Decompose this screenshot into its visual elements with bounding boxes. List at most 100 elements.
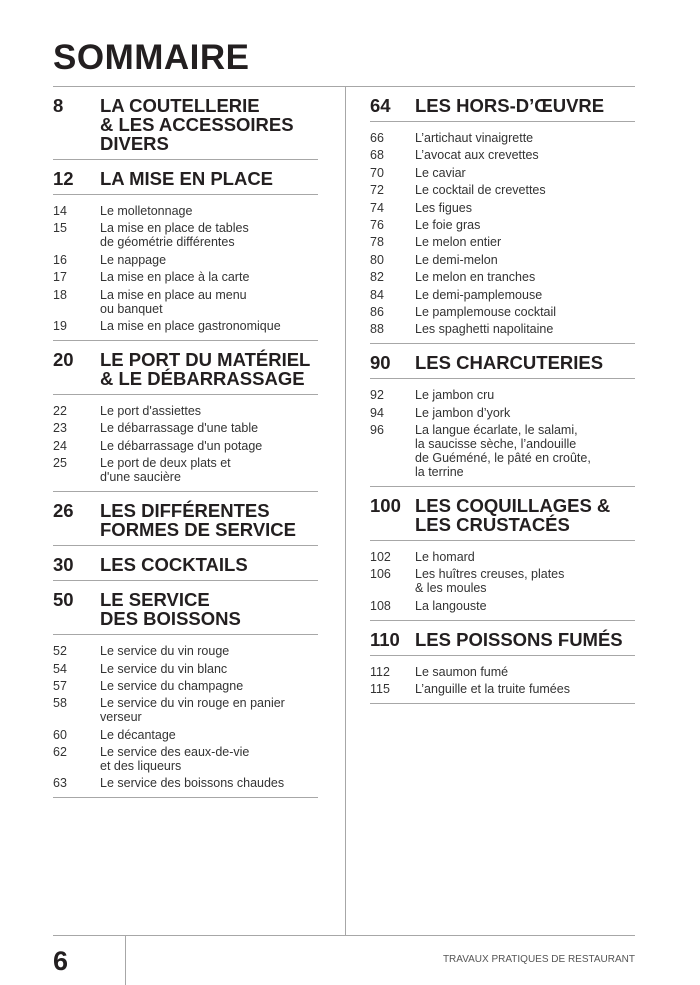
- entry-title: Le service des eaux-de-vie et des liqueu…: [100, 745, 250, 774]
- toc-entry[interactable]: 108 La langouste: [370, 599, 635, 613]
- entry-page-number: 92: [370, 388, 384, 403]
- toc-section: 8 LA COUTELLERIE & LES ACCESSOIRES DIVERS: [53, 87, 318, 160]
- toc-section: 50 LE SERVICE DES BOISSONS 52 Le service du…: [53, 581, 318, 799]
- entry-page-number: 86: [370, 304, 384, 319]
- toc-entry[interactable]: 66 L’artichaut vinaigrette: [370, 131, 635, 145]
- toc-entry[interactable]: 63 Le service des boissons chaudes: [53, 776, 318, 790]
- entry-page-number: 78: [370, 235, 384, 250]
- section-item-list: 22 Le port d'assiettes 23 Le débarrassage d…: [53, 395, 318, 493]
- section-heading[interactable]: 110 LES POISSONS FUMÉS: [370, 621, 635, 656]
- toc-entry[interactable]: 57 Le service du champagne: [53, 679, 318, 693]
- section-heading[interactable]: 20 LE PORT DU MATÉRIEL & LE DÉBARRASSAGE: [53, 341, 318, 395]
- entry-title: Le service du champagne: [100, 678, 244, 693]
- entry-title: Le demi-pamplemouse: [415, 287, 543, 302]
- toc-entry[interactable]: 80 Le demi-melon: [370, 253, 635, 267]
- entry-title: Le melon entier: [415, 235, 502, 250]
- toc-section: 64 LES HORS-D’ŒUVRE 66 L’artichaut vinaigre…: [370, 87, 635, 345]
- toc-entry[interactable]: 19 La mise en place gastronomique: [53, 319, 318, 333]
- toc-section: 26 LES DIFFÉRENTES FORMES DE SERVICE: [53, 492, 318, 547]
- toc-entry[interactable]: 94 Le jambon d’york: [370, 406, 635, 420]
- section-title: LES DIFFÉRENTES FORMES DE SERVICE: [100, 500, 297, 541]
- toc-entry[interactable]: 22 Le port d'assiettes: [53, 404, 318, 418]
- section-page-number: 20: [53, 348, 74, 370]
- section-heading[interactable]: 26 LES DIFFÉRENTES FORMES DE SERVICE: [53, 492, 318, 547]
- section-title: LA MISE EN PLACE: [100, 168, 274, 189]
- toc-entry[interactable]: 82 Le melon en tranches: [370, 270, 635, 284]
- entry-page-number: 62: [53, 745, 67, 760]
- section-title: LA COUTELLERIE & LES ACCESSOIRES DIVERS: [100, 95, 294, 154]
- toc-entry[interactable]: 76 Le foie gras: [370, 218, 635, 232]
- entry-title: La mise en place de tables de géométrie …: [100, 221, 249, 250]
- toc-entry[interactable]: 78 Le melon entier: [370, 235, 635, 249]
- entry-title: La mise en place gastronomique: [100, 318, 281, 333]
- entry-page-number: 25: [53, 456, 67, 471]
- section-page-number: 110: [370, 628, 400, 650]
- section-heading[interactable]: 12 LA MISE EN PLACE: [53, 160, 318, 195]
- toc-entry[interactable]: 102 Le homard: [370, 550, 635, 564]
- section-item-list: 102 Le homard 106 Les huîtres creuses, plat…: [370, 541, 635, 621]
- section-heading[interactable]: 90 LES CHARCUTERIES: [370, 344, 635, 380]
- entry-title: Le port d'assiettes: [100, 403, 202, 418]
- entry-title: Le homard: [415, 550, 475, 565]
- toc-entry[interactable]: 88 Les spaghetti napolitaine: [370, 322, 635, 336]
- toc-entry[interactable]: 17 La mise en place à la carte: [53, 270, 318, 284]
- entry-page-number: 82: [370, 270, 384, 285]
- entry-page-number: 24: [53, 438, 67, 453]
- section-heading[interactable]: 8 LA COUTELLERIE & LES ACCESSOIRES DIVERS: [53, 87, 318, 160]
- toc-entry[interactable]: 14 Le molletonnage: [53, 204, 318, 218]
- toc-entry[interactable]: 58 Le service du vin rouge en panier vers…: [53, 696, 318, 724]
- toc-entry[interactable]: 23 Le débarrassage d'une table: [53, 421, 318, 435]
- toc-entry[interactable]: 84 Le demi-pamplemouse: [370, 288, 635, 302]
- section-heading[interactable]: 50 LE SERVICE DES BOISSONS: [53, 581, 318, 636]
- section-item-list: 52 Le service du vin rouge 54 Le service du…: [53, 635, 318, 799]
- entry-title: Le melon en tranches: [415, 270, 536, 285]
- entry-title: Le caviar: [415, 165, 466, 180]
- toc-entry[interactable]: 24 Le débarrassage d'un potage: [53, 439, 318, 453]
- toc-entry[interactable]: 15 La mise en place de tables de géométri…: [53, 221, 318, 249]
- section-item-list: 92 Le jambon cru 94 Le jambon d’york 96 La la…: [370, 379, 635, 488]
- toc-entry[interactable]: 60 Le décantage: [53, 728, 318, 742]
- toc-entry[interactable]: 96 La langue écarlate, le salami, la sauc…: [370, 423, 635, 479]
- section-page-number: 26: [53, 500, 74, 522]
- entry-title: Les figues: [415, 200, 472, 215]
- section-item-list: 14 Le molletonnage 15 La mise en place de t…: [53, 195, 318, 341]
- toc-entry[interactable]: 74 Les figues: [370, 201, 635, 215]
- section-heading[interactable]: 100 LES COQUILLAGES & LES CRUSTACÉS: [370, 487, 635, 542]
- section-heading[interactable]: 64 LES HORS-D’ŒUVRE: [370, 87, 635, 122]
- section-page-number: 30: [53, 554, 74, 576]
- toc-entry[interactable]: 86 Le pamplemouse cocktail: [370, 305, 635, 319]
- toc-entry[interactable]: 62 Le service des eaux-de-vie et des liqu…: [53, 745, 318, 773]
- toc-entry[interactable]: 106 Les huîtres creuses, plates & les mou…: [370, 567, 635, 595]
- toc-entry[interactable]: 115 L’anguille et la truite fumées: [370, 682, 635, 696]
- toc-entry[interactable]: 52 Le service du vin rouge: [53, 644, 318, 658]
- toc-entry[interactable]: 18 La mise en place au menu ou banquet: [53, 288, 318, 316]
- toc-entry[interactable]: 25 Le port de deux plats et d'une saucièr…: [53, 456, 318, 484]
- entry-page-number: 108: [370, 598, 391, 613]
- entry-title: Le saumon fumé: [415, 664, 509, 679]
- toc-entry[interactable]: 16 Le nappage: [53, 253, 318, 267]
- entry-page-number: 72: [370, 183, 384, 198]
- entry-page-number: 84: [370, 287, 384, 302]
- entry-title: Le service du vin rouge en panier verseu…: [100, 696, 285, 725]
- entry-page-number: 96: [370, 423, 384, 438]
- footer-rule: [53, 935, 635, 936]
- toc-entry[interactable]: 68 L’avocat aux crevettes: [370, 148, 635, 162]
- toc-entry[interactable]: 72 Le cocktail de crevettes: [370, 183, 635, 197]
- entry-title: Le cocktail de crevettes: [415, 183, 546, 198]
- toc-entry[interactable]: 54 Le service du vin blanc: [53, 662, 318, 676]
- section-title: LES CHARCUTERIES: [415, 352, 604, 374]
- toc-entry[interactable]: 92 Le jambon cru: [370, 388, 635, 402]
- entry-page-number: 52: [53, 644, 67, 659]
- entry-title: La mise en place au menu ou banquet: [100, 287, 247, 316]
- section-title: LE PORT DU MATÉRIEL & LE DÉBARRASSAGE: [100, 348, 311, 389]
- entry-page-number: 112: [370, 664, 390, 679]
- entry-page-number: 54: [53, 661, 67, 676]
- toc-entry[interactable]: 112 Le saumon fumé: [370, 665, 635, 679]
- entry-page-number: 60: [53, 727, 67, 742]
- section-title: LES HORS-D’ŒUVRE: [415, 95, 605, 116]
- section-title: LES COQUILLAGES & LES CRUSTACÉS: [415, 495, 611, 536]
- section-heading[interactable]: 30 LES COCKTAILS: [53, 546, 318, 582]
- toc-entry[interactable]: 70 Le caviar: [370, 166, 635, 180]
- entry-title: La langue écarlate, le salami, la saucis…: [415, 423, 591, 480]
- toc-column-right: 64 LES HORS-D’ŒUVRE 66 L’artichaut vinaigre…: [370, 87, 635, 705]
